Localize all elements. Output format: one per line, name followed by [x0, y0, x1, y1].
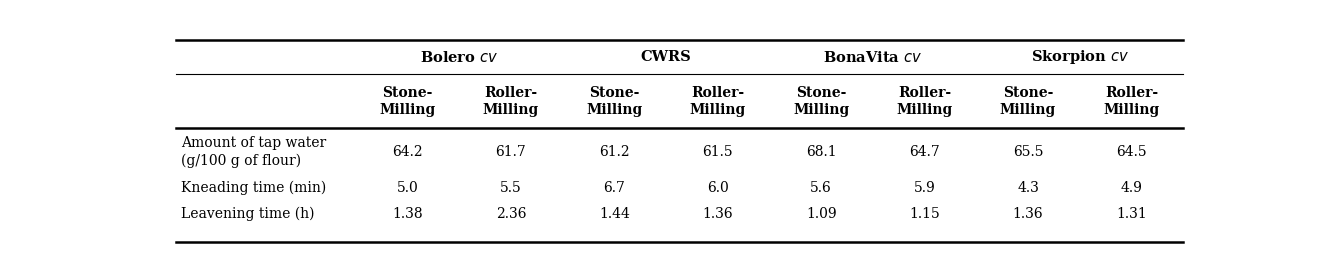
- Text: Amount of tap water
(g/100 g of flour): Amount of tap water (g/100 g of flour): [182, 136, 326, 168]
- Text: 2.36: 2.36: [496, 207, 526, 221]
- Text: 68.1: 68.1: [806, 145, 837, 159]
- Text: 61.5: 61.5: [703, 145, 733, 159]
- Text: 5.9: 5.9: [914, 181, 935, 195]
- Text: Stone-
Milling: Stone- Milling: [1000, 85, 1055, 117]
- Text: 4.3: 4.3: [1017, 181, 1040, 195]
- Text: 6.7: 6.7: [603, 181, 626, 195]
- Text: 64.7: 64.7: [910, 145, 940, 159]
- Text: Roller-
Milling: Roller- Milling: [690, 85, 747, 117]
- Text: Stone-
Milling: Stone- Milling: [586, 85, 643, 117]
- Text: Stone-
Milling: Stone- Milling: [379, 85, 436, 117]
- Text: Bolero $\mathit{cv}$: Bolero $\mathit{cv}$: [420, 50, 499, 65]
- Text: 61.7: 61.7: [496, 145, 526, 159]
- Text: 1.15: 1.15: [910, 207, 940, 221]
- Text: 64.5: 64.5: [1116, 145, 1147, 159]
- Text: Roller-
Milling: Roller- Milling: [483, 85, 540, 117]
- Text: 1.38: 1.38: [392, 207, 423, 221]
- Text: Skorpion $\mathit{cv}$: Skorpion $\mathit{cv}$: [1030, 48, 1128, 66]
- Text: 5.0: 5.0: [396, 181, 419, 195]
- Text: 65.5: 65.5: [1013, 145, 1044, 159]
- Text: 1.36: 1.36: [1013, 207, 1044, 221]
- Text: 6.0: 6.0: [707, 181, 729, 195]
- Text: Leavening time (h): Leavening time (h): [182, 207, 314, 221]
- Text: 1.09: 1.09: [806, 207, 837, 221]
- Text: 61.2: 61.2: [599, 145, 630, 159]
- Text: Roller-
Milling: Roller- Milling: [1103, 85, 1159, 117]
- Text: Roller-
Milling: Roller- Milling: [896, 85, 952, 117]
- Text: 5.5: 5.5: [500, 181, 522, 195]
- Text: 4.9: 4.9: [1120, 181, 1143, 195]
- Text: 1.36: 1.36: [703, 207, 733, 221]
- Text: CWRS: CWRS: [640, 50, 691, 64]
- Text: 64.2: 64.2: [392, 145, 423, 159]
- Text: 1.44: 1.44: [599, 207, 630, 221]
- Text: 5.6: 5.6: [810, 181, 833, 195]
- Text: BonaVita $\mathit{cv}$: BonaVita $\mathit{cv}$: [823, 50, 923, 65]
- Text: Stone-
Milling: Stone- Milling: [793, 85, 850, 117]
- Text: Kneading time (min): Kneading time (min): [182, 181, 326, 195]
- Text: 1.31: 1.31: [1116, 207, 1147, 221]
